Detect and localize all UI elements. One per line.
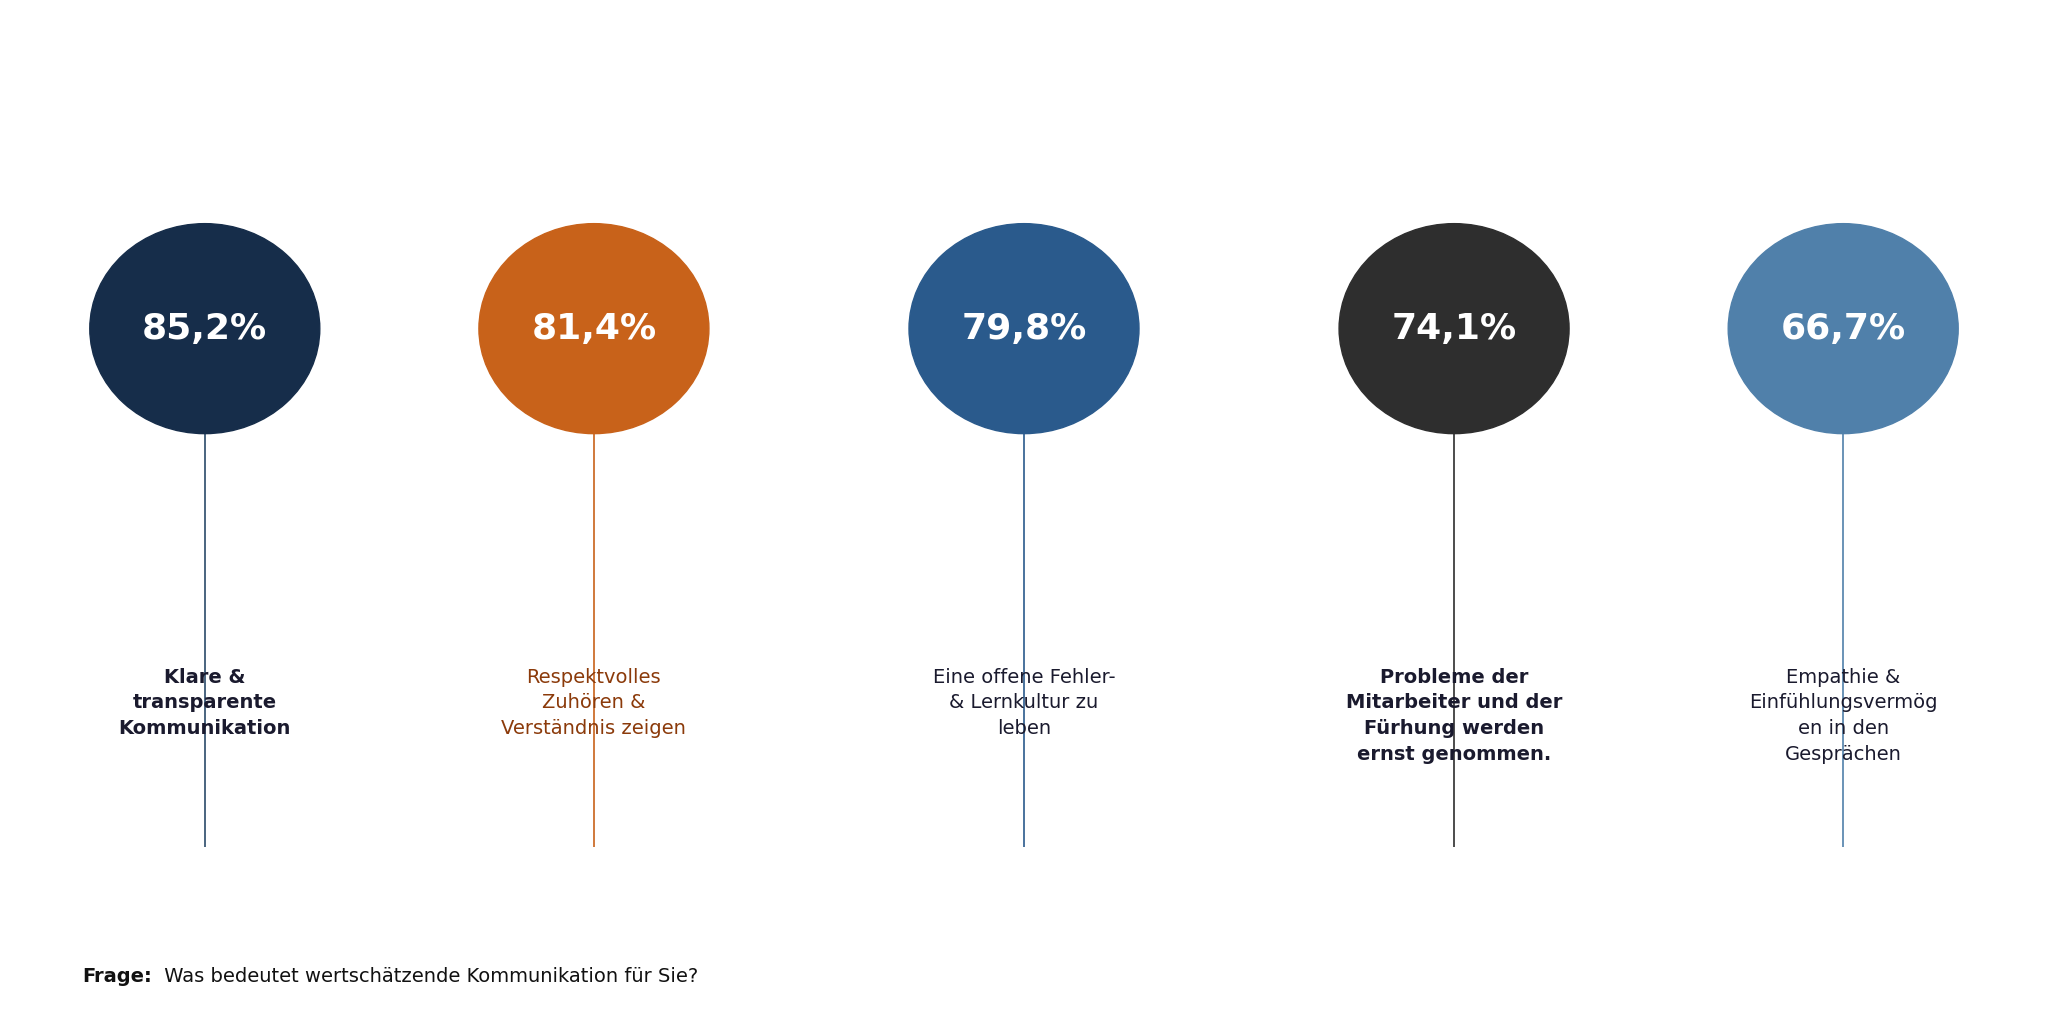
Ellipse shape bbox=[479, 224, 709, 433]
Text: Respektvolles
Zuhören &
Verständnis zeigen: Respektvolles Zuhören & Verständnis zeig… bbox=[502, 668, 686, 738]
Text: 74,1%: 74,1% bbox=[1391, 311, 1518, 346]
Text: Klare &
transparente
Kommunikation: Klare & transparente Kommunikation bbox=[119, 668, 291, 738]
Text: Probleme der
Mitarbeiter und der
Fürhung werden
ernst genommen.: Probleme der Mitarbeiter und der Fürhung… bbox=[1346, 668, 1563, 764]
Text: 79,8%: 79,8% bbox=[961, 311, 1087, 346]
Text: Frage:: Frage: bbox=[82, 966, 152, 986]
Text: Eine offene Fehler-
& Lernkultur zu
leben: Eine offene Fehler- & Lernkultur zu lebe… bbox=[932, 668, 1116, 738]
Text: 81,4%: 81,4% bbox=[530, 311, 657, 346]
Text: Was bedeutet wertschätzende Kommunikation für Sie?: Was bedeutet wertschätzende Kommunikatio… bbox=[158, 966, 698, 986]
Ellipse shape bbox=[90, 224, 319, 433]
Ellipse shape bbox=[1339, 224, 1569, 433]
Text: 85,2%: 85,2% bbox=[141, 311, 268, 346]
Ellipse shape bbox=[909, 224, 1139, 433]
Ellipse shape bbox=[1729, 224, 1958, 433]
Text: Empathie &
Einfühlungsvermög
en in den
Gesprächen: Empathie & Einfühlungsvermög en in den G… bbox=[1749, 668, 1937, 764]
Text: 66,7%: 66,7% bbox=[1780, 311, 1907, 346]
